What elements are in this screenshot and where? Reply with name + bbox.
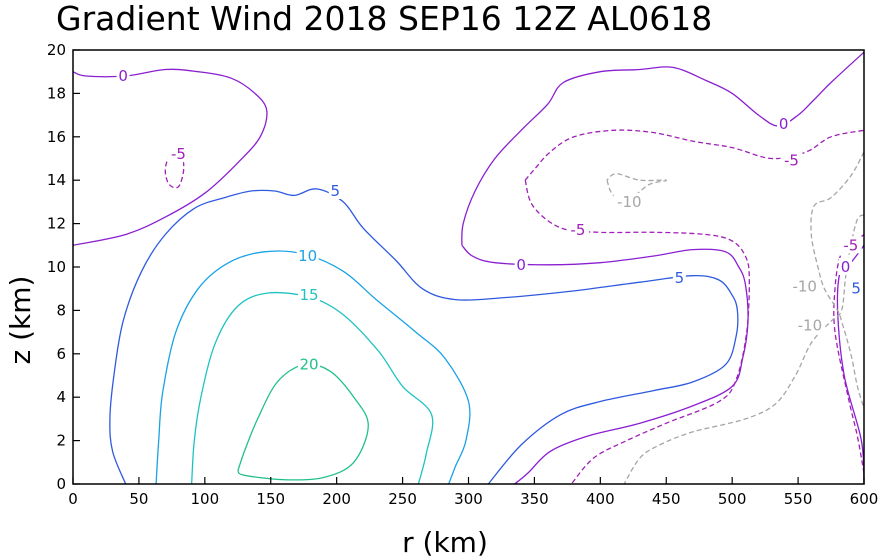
contour-line-0-5: [461, 51, 865, 246]
x-tick-label: 400: [586, 490, 615, 508]
contour-label-bg: [296, 247, 319, 265]
contour-label: 0: [841, 258, 851, 276]
chart-title: Gradient Wind 2018 SEP16 12Z AL0618: [56, 0, 712, 38]
contour-line-neg5-9: [524, 180, 750, 485]
contour-line-5-3: [109, 188, 739, 485]
contour-line-neg10-14: [623, 214, 865, 485]
contour-label-bg: [839, 258, 852, 275]
contour-line-20-0: [237, 363, 369, 481]
x-tick-label: 250: [388, 490, 417, 508]
y-tick-label: 12: [47, 215, 66, 233]
x-tick-label: 0: [68, 490, 78, 508]
contour-label-bg: [167, 145, 190, 163]
contour-line-10-2: [155, 250, 471, 485]
contour-label: 0: [516, 256, 526, 274]
y-axis-ticks: 0 2 4 6 8 10 12 14 16 18 20: [47, 41, 80, 493]
contour-layer: [72, 51, 865, 485]
contour-label: 5: [851, 280, 861, 298]
contour-label: 0: [118, 67, 128, 85]
contour-label: -10: [798, 317, 823, 335]
contour-label: -5: [570, 221, 585, 239]
y-tick-label: 4: [56, 388, 66, 406]
contour-label-bg: [566, 221, 589, 239]
contour-label-bg: [849, 279, 863, 297]
x-tick-label: 100: [191, 490, 220, 508]
y-tick-label: 10: [47, 258, 66, 276]
contour-label: -10: [617, 193, 642, 211]
y-tick-label: 20: [47, 41, 66, 59]
contour-label: -5: [171, 145, 186, 163]
contour-label-bg: [839, 236, 862, 254]
contour-line-0-6: [461, 244, 749, 485]
contour-label-bg: [514, 255, 528, 273]
x-axis-label: r (km): [402, 526, 488, 559]
contour-line-15-1: [190, 291, 434, 485]
y-tick-label: 8: [56, 301, 66, 319]
contour-label-bg: [613, 192, 645, 210]
y-axis-label: z (km): [4, 276, 37, 365]
contour-label: 20: [299, 356, 318, 374]
y-tick-label: 6: [56, 345, 66, 363]
contour-label-bg: [328, 182, 342, 199]
y-tick-label: 18: [47, 84, 66, 102]
contour-label-bg: [298, 355, 320, 373]
contour-label-bg: [794, 316, 826, 334]
contour-label-bg: [789, 277, 821, 295]
contour-label-bg: [780, 151, 803, 169]
contour-label: -5: [784, 152, 799, 170]
contour-line-neg10-13: [810, 151, 865, 409]
x-tick-label: 350: [520, 490, 549, 508]
x-tick-label: 200: [322, 490, 351, 508]
contour-label: 10: [298, 247, 317, 265]
contour-label: -5: [843, 236, 858, 254]
y-tick-label: 16: [47, 128, 66, 146]
x-tick-label: 50: [129, 490, 148, 508]
x-tick-label: 600: [850, 490, 879, 508]
y-tick-label: 2: [56, 432, 66, 450]
contour-label-bg: [116, 67, 130, 84]
x-tick-label: 450: [652, 490, 681, 508]
x-tick-label: 150: [256, 490, 285, 508]
contour-label: 5: [675, 269, 685, 287]
x-tick-label: 550: [784, 490, 813, 508]
y-tick-label: 0: [56, 475, 66, 493]
x-axis-ticks: 0 50 100 150 200 250 300 350 400 450 500 550 600: [68, 477, 878, 508]
contour-label: 15: [299, 286, 318, 304]
contour-label: 0: [779, 115, 789, 133]
contour-label: 5: [331, 182, 341, 200]
y-tick-label: 14: [47, 171, 66, 189]
contour-line-neg5-8: [524, 129, 865, 181]
contour-label-bg: [298, 286, 320, 304]
contour-label-bg: [672, 268, 686, 286]
contour-label-bg: [777, 114, 791, 132]
x-tick-label: 500: [718, 490, 747, 508]
contour-label: -10: [792, 278, 817, 296]
x-tick-label: 300: [454, 490, 483, 508]
